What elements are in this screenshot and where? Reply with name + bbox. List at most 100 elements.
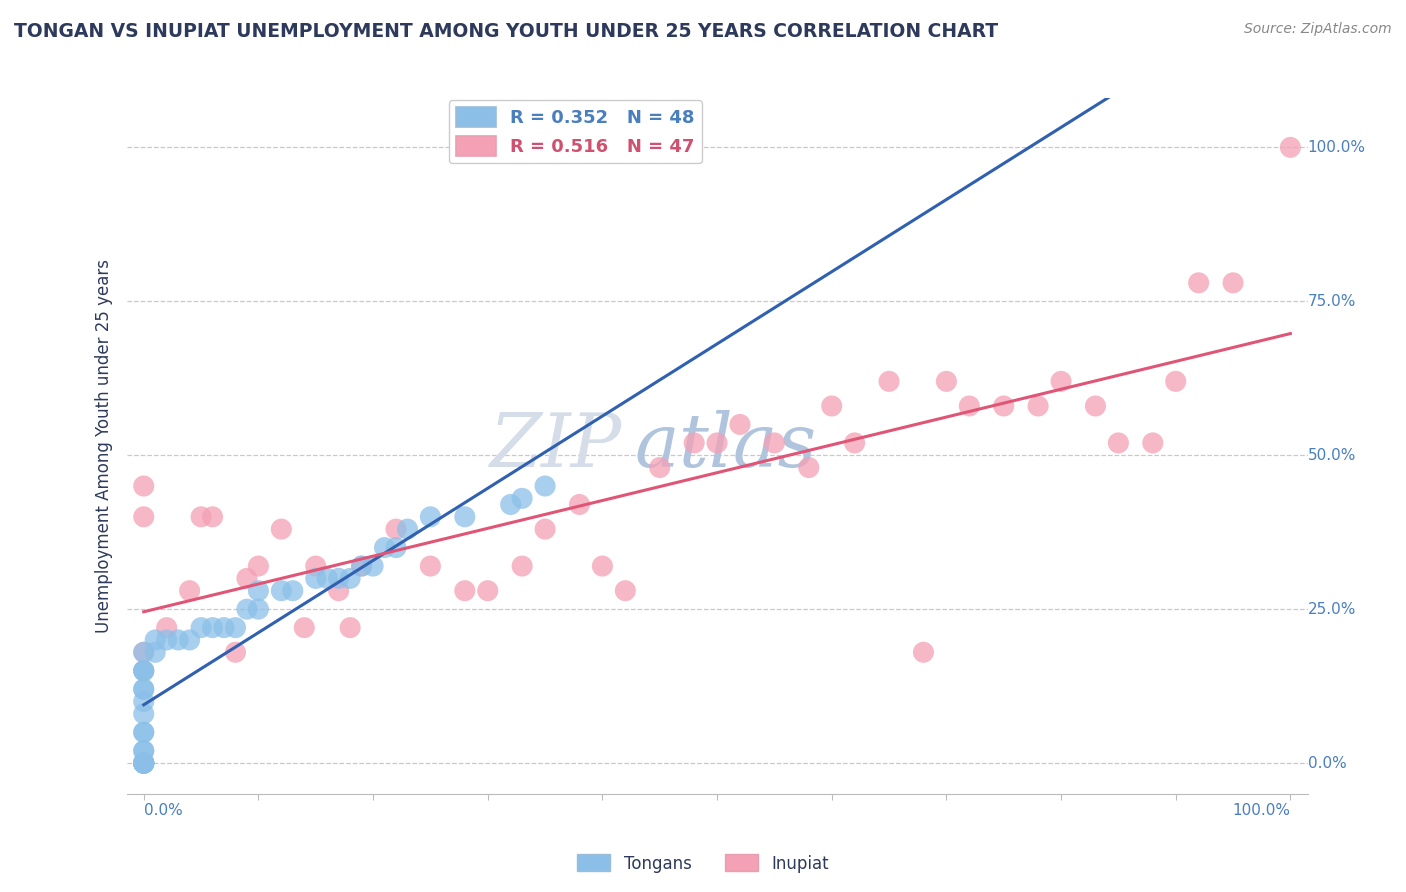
Point: [534, 522, 557, 536]
Text: 0.0%: 0.0%: [1308, 756, 1347, 771]
Point: [132, 682, 155, 697]
Text: Source: ZipAtlas.com: Source: ZipAtlas.com: [1244, 22, 1392, 37]
Point: [534, 479, 557, 493]
Point: [821, 399, 844, 413]
Point: [419, 509, 441, 524]
Point: [270, 583, 292, 598]
Point: [132, 664, 155, 678]
Point: [190, 509, 212, 524]
Point: [454, 583, 477, 598]
Point: [957, 399, 980, 413]
Point: [1050, 375, 1073, 389]
Point: [568, 498, 591, 512]
Point: [212, 621, 235, 635]
Point: [132, 645, 155, 659]
Point: [236, 602, 259, 616]
Point: [132, 664, 155, 678]
Point: [912, 645, 935, 659]
Point: [396, 522, 419, 536]
Point: [132, 756, 155, 770]
Point: [385, 522, 408, 536]
Point: [1084, 399, 1107, 413]
Text: ZIP: ZIP: [491, 409, 623, 483]
Point: [132, 756, 155, 770]
Point: [1222, 276, 1244, 290]
Point: [143, 632, 166, 647]
Point: [844, 436, 866, 450]
Point: [132, 479, 155, 493]
Point: [1188, 276, 1211, 290]
Point: [132, 509, 155, 524]
Point: [292, 621, 315, 635]
Point: [132, 725, 155, 739]
Y-axis label: Unemployment Among Youth under 25 years: Unemployment Among Youth under 25 years: [94, 259, 112, 633]
Point: [683, 436, 706, 450]
Point: [499, 498, 522, 512]
Point: [190, 621, 212, 635]
Point: [477, 583, 499, 598]
Point: [132, 645, 155, 659]
Point: [316, 571, 339, 585]
Point: [132, 756, 155, 770]
Point: [361, 559, 384, 574]
Point: [143, 645, 166, 659]
Point: [373, 541, 395, 555]
Point: [281, 583, 304, 598]
Point: [706, 436, 728, 450]
Point: [132, 744, 155, 758]
Point: [201, 509, 224, 524]
Point: [614, 583, 637, 598]
Point: [201, 621, 224, 635]
Point: [454, 509, 477, 524]
Point: [132, 756, 155, 770]
Point: [156, 621, 179, 635]
Point: [132, 706, 155, 721]
Point: [132, 682, 155, 697]
Point: [385, 541, 408, 555]
Point: [247, 559, 270, 574]
Point: [1107, 436, 1129, 450]
Point: [993, 399, 1015, 413]
Point: [350, 559, 373, 574]
Point: [156, 632, 179, 647]
Point: [305, 559, 328, 574]
Point: [132, 694, 155, 708]
Text: 100.0%: 100.0%: [1233, 803, 1291, 818]
Point: [132, 725, 155, 739]
Point: [247, 602, 270, 616]
Text: TONGAN VS INUPIAT UNEMPLOYMENT AMONG YOUTH UNDER 25 YEARS CORRELATION CHART: TONGAN VS INUPIAT UNEMPLOYMENT AMONG YOU…: [14, 22, 998, 41]
Point: [1164, 375, 1187, 389]
Point: [132, 664, 155, 678]
Point: [339, 621, 361, 635]
Point: [247, 583, 270, 598]
Point: [510, 491, 533, 506]
Point: [350, 559, 373, 574]
Text: 100.0%: 100.0%: [1308, 140, 1365, 155]
Point: [132, 756, 155, 770]
Point: [797, 460, 820, 475]
Legend: R = 0.352   N = 48, R = 0.516   N = 47: R = 0.352 N = 48, R = 0.516 N = 47: [449, 100, 702, 163]
Point: [419, 559, 441, 574]
Point: [167, 632, 190, 647]
Point: [1279, 140, 1302, 154]
Point: [132, 756, 155, 770]
Point: [132, 744, 155, 758]
Point: [305, 571, 328, 585]
Text: 50.0%: 50.0%: [1308, 448, 1355, 463]
Point: [132, 756, 155, 770]
Point: [328, 583, 350, 598]
Legend: Tongans, Inupiat: Tongans, Inupiat: [571, 847, 835, 880]
Text: 25.0%: 25.0%: [1308, 602, 1355, 616]
Point: [179, 583, 201, 598]
Point: [763, 436, 786, 450]
Point: [132, 756, 155, 770]
Point: [339, 571, 361, 585]
Point: [224, 621, 246, 635]
Point: [270, 522, 292, 536]
Point: [648, 460, 671, 475]
Point: [179, 632, 201, 647]
Text: atlas: atlas: [634, 409, 817, 483]
Point: [877, 375, 900, 389]
Point: [236, 571, 259, 585]
Point: [510, 559, 533, 574]
